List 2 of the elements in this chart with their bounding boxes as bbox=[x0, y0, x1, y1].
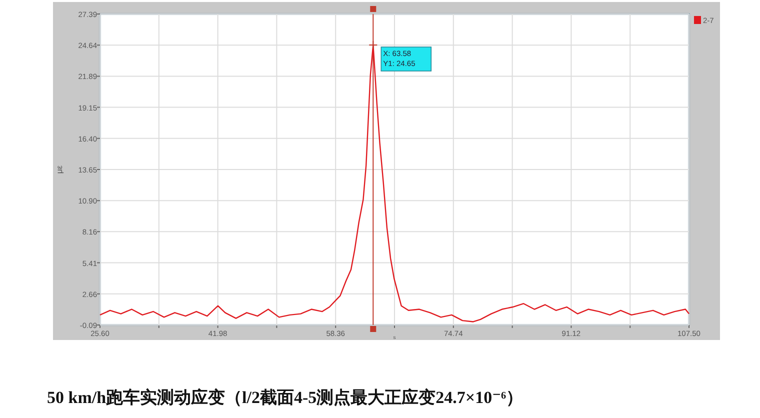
text: 50 km/h跑车实测动应变（l/2截面4-5测点最大正应变24.7×10⁻⁶） bbox=[47, 388, 524, 407]
y-axis-title: με bbox=[55, 164, 64, 174]
